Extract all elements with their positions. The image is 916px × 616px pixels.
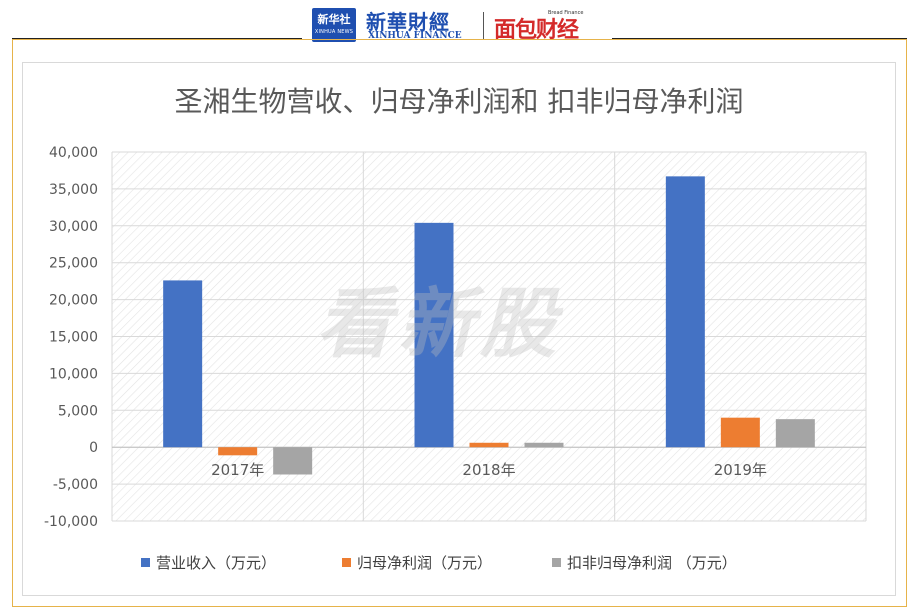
- bar-1-2017年: [163, 280, 203, 448]
- header-rule-right: [612, 38, 907, 39]
- chart-legend: 营业收入（万元） 归母净利润（万元） 扣非归母净利润 （万元）: [0, 552, 916, 574]
- header-banner: 新华社 XINHUA NEWS 新華財經 XINHUA FINANCE 面包财经…: [0, 0, 916, 46]
- y-tick-label: 5,000: [58, 403, 98, 419]
- bar-3-2017年: [273, 447, 313, 475]
- x-tick-label: 2017年: [211, 461, 264, 479]
- brand-cn: 新華財經: [366, 10, 450, 34]
- y-tick-label: 10,000: [49, 366, 98, 382]
- watermark-text: 看新股: [316, 279, 562, 368]
- brand-separator: [483, 12, 484, 40]
- bar-2-2017年: [218, 447, 258, 456]
- chart-title: 圣湘生物营收、归母净利润和 扣非归母净利润: [174, 85, 744, 118]
- bar-2-2018年: [469, 442, 509, 448]
- y-tick-label: 15,000: [49, 330, 98, 346]
- legend-swatch: [342, 558, 351, 567]
- chart-area: [22, 62, 896, 596]
- header-rule-left: [12, 38, 302, 39]
- y-tick-label: 35,000: [49, 182, 98, 198]
- x-tick-label: 2018年: [462, 461, 515, 479]
- legend-label: 营业收入（万元）: [156, 554, 277, 572]
- legend-label: 归母净利润（万元）: [357, 554, 493, 572]
- chart-frame: [12, 39, 907, 607]
- bar-3-2018年: [524, 442, 564, 448]
- legend-label: 扣非归母净利润 （万元）: [567, 554, 737, 572]
- bar-1-2018年: [414, 222, 454, 448]
- y-axis: -10,000 -5,000 0 5,000 10,000 15,000 20,000 25,…: [44, 145, 98, 530]
- y-tick-label: 0: [89, 440, 98, 456]
- bar-1-2019年: [665, 176, 705, 448]
- legend-item: 营业收入（万元）: [141, 552, 276, 573]
- y-tick-label: 40,000: [49, 145, 98, 161]
- partner-logo-en: Bread Finance: [548, 10, 584, 16]
- partner-logo-cn: 面包财经: [494, 18, 579, 43]
- x-tick-label: 2019年: [714, 461, 767, 479]
- y-tick-label: 25,000: [49, 256, 98, 272]
- x-axis: 2017年 2018年 2019年: [211, 461, 767, 479]
- xinhua-news-logo: 新华社 XINHUA NEWS: [312, 8, 356, 42]
- logo-box-en: XINHUA NEWS: [314, 29, 354, 35]
- brand-en: XINHUA FINANCE: [368, 31, 462, 41]
- y-tick-label: -10,000: [44, 514, 98, 530]
- bar-2-2019年: [720, 417, 760, 448]
- legend-item: 归母净利润（万元）: [342, 552, 492, 573]
- legend-swatch: [552, 558, 561, 567]
- gridlines: [111, 151, 867, 522]
- y-tick-label: 30,000: [49, 219, 98, 235]
- y-tick-label: 20,000: [49, 293, 98, 309]
- bars: [163, 176, 815, 475]
- bar-3-2019年: [775, 419, 815, 448]
- y-tick-label: -5,000: [53, 477, 98, 493]
- logo-box-cn: 新华社: [317, 13, 351, 26]
- legend-item: 扣非归母净利润 （万元）: [552, 552, 737, 573]
- legend-swatch: [141, 558, 150, 567]
